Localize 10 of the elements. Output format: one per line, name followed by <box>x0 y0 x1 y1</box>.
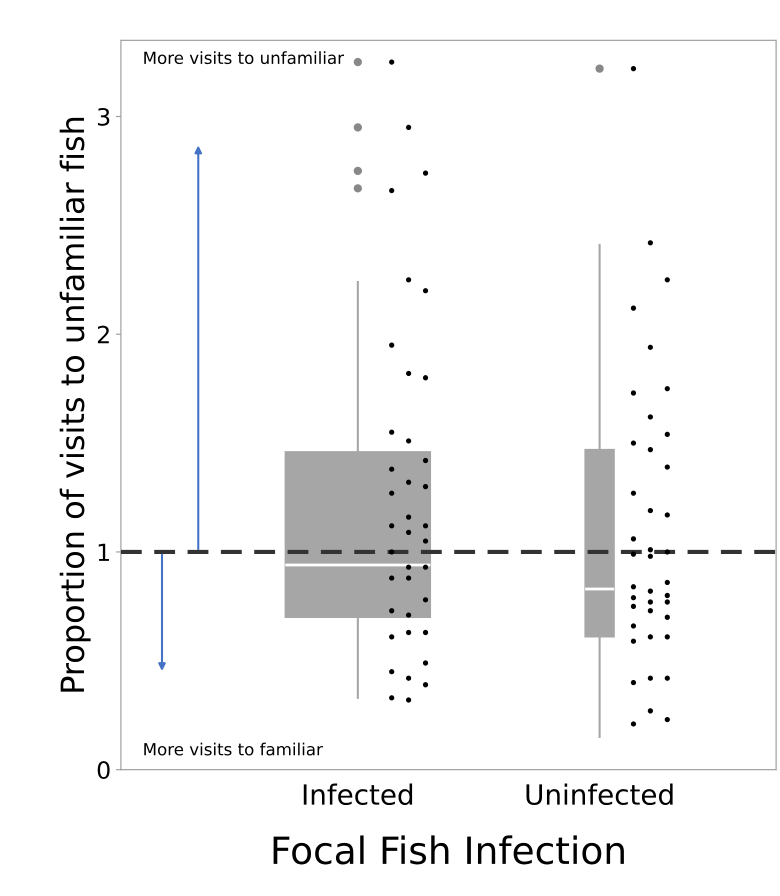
annotation: More visits to unfamiliar <box>144 51 344 64</box>
annotation: More visits to familiar <box>144 742 323 756</box>
y-tick-label: 0 <box>98 761 110 779</box>
y-tick-label: 2 <box>98 326 109 344</box>
y-tick-label: 3 <box>98 108 110 126</box>
x-tick-label: Uninfected <box>526 784 673 806</box>
y-tick-label: 1 <box>98 544 109 561</box>
x-tick-label: Infected <box>304 784 412 806</box>
y-axis-title: Proportion of visits to unfamiliar fish <box>60 118 91 692</box>
x-axis-title: Focal Fish Infection <box>274 835 624 864</box>
